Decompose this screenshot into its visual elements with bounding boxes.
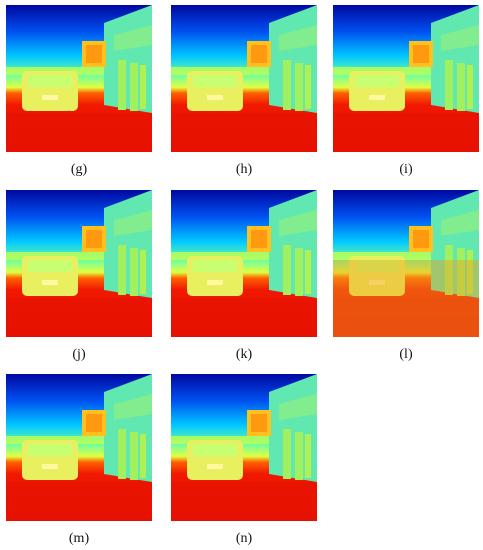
panel-label: (j) [72,347,86,362]
depth-image [333,5,479,152]
depth-image [171,5,317,152]
panel-label: (h) [236,162,253,177]
panel-label: (m) [69,531,90,546]
image-tint [333,260,479,337]
depth-image [171,374,317,521]
depth-image [6,374,152,521]
panel-label: (k) [236,347,253,362]
panel-label: (i) [399,162,413,177]
panel-label: (g) [71,162,88,177]
depth-image [171,190,317,337]
panel-label: (n) [236,531,253,546]
panel-label: (l) [399,347,413,362]
depth-image [6,5,152,152]
depth-image [6,190,152,337]
